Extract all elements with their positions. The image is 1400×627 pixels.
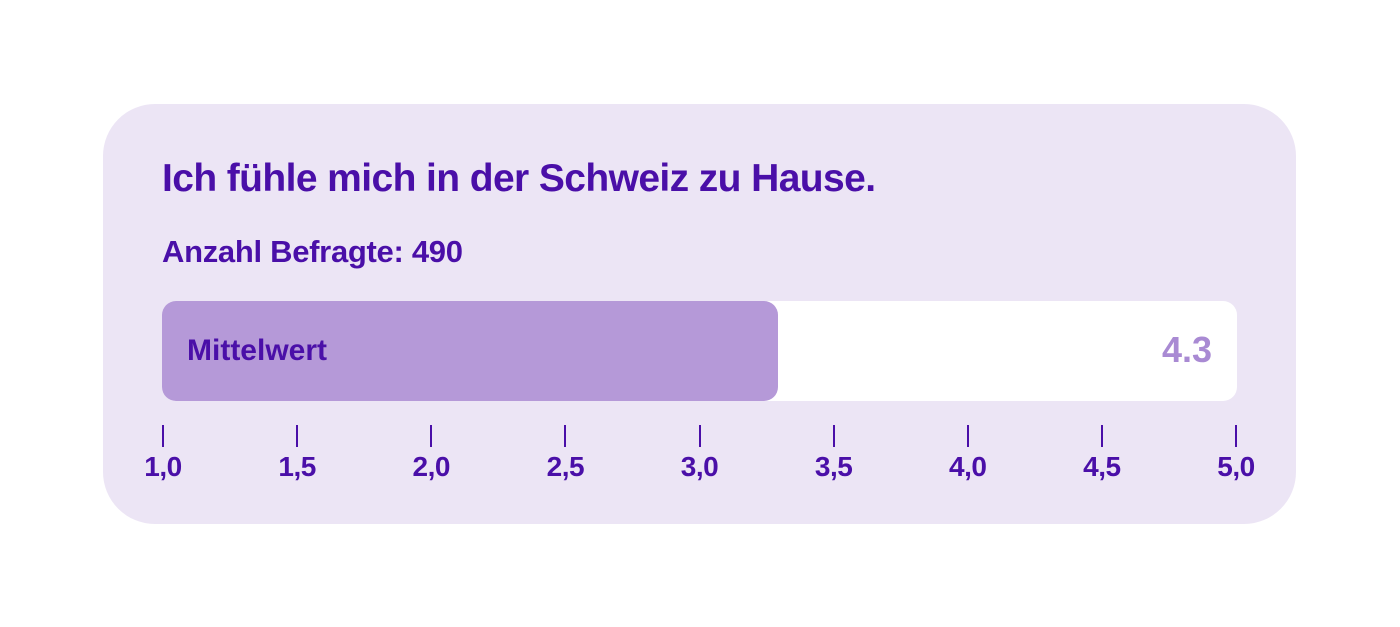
bar-track: Mittelwert 4.3 bbox=[162, 301, 1237, 401]
bar-mittelwert bbox=[162, 301, 779, 401]
chart-subtitle: Anzahl Befragte: 490 bbox=[162, 234, 463, 269]
bar-value-label: 4.3 bbox=[1161, 329, 1212, 370]
chart-title: Ich fühle mich in der Schweiz zu Hause. bbox=[162, 157, 876, 200]
bar-label: Mittelwert bbox=[187, 334, 328, 367]
